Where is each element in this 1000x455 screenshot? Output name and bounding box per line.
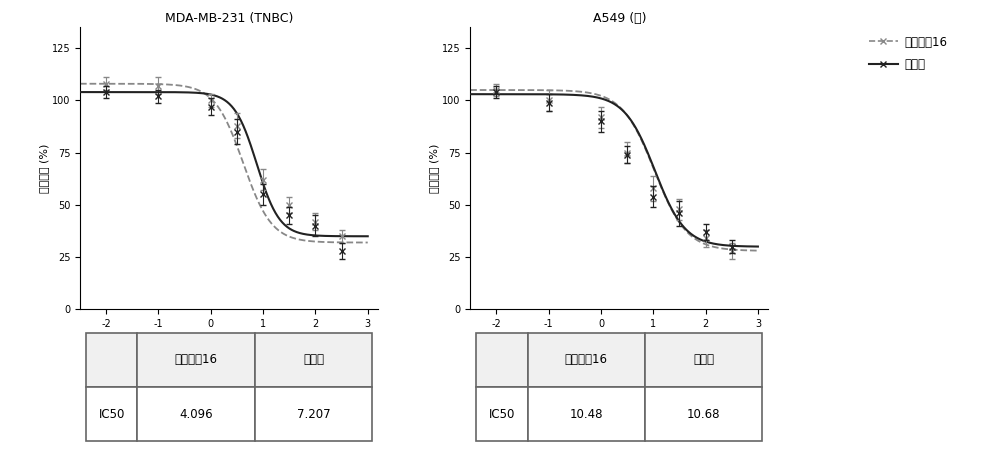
Y-axis label: 细胞活力 (%): 细胞活力 (%) xyxy=(429,144,439,193)
X-axis label: 紫杉烷浓度 (nM) 的对数: 紫杉烷浓度 (nM) 的对数 xyxy=(186,332,272,342)
X-axis label: 紫杉烷浓度 (nM) 的对数: 紫杉烷浓度 (nM) 的对数 xyxy=(577,332,662,342)
Legend: 新紫杉烷16, 紫杉醇: 新紫杉烷16, 紫杉醇 xyxy=(866,33,949,73)
Title: MDA-MB-231 (TNBC): MDA-MB-231 (TNBC) xyxy=(165,12,293,25)
Title: A549 (肺): A549 (肺) xyxy=(593,12,646,25)
Y-axis label: 细胞活力 (%): 细胞活力 (%) xyxy=(39,144,49,193)
